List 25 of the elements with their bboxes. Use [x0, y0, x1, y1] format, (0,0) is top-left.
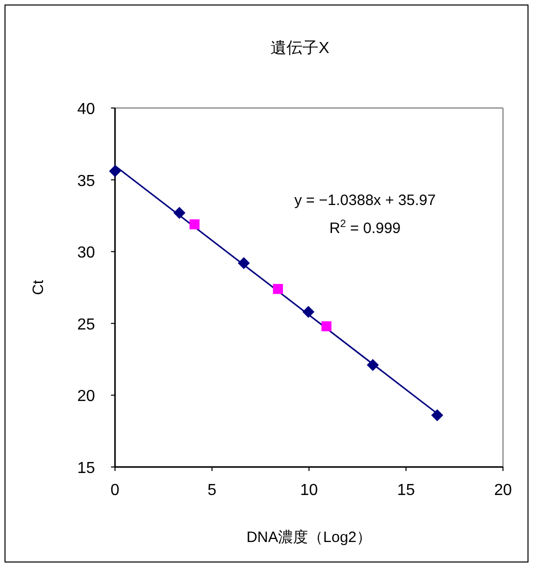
point — [431, 409, 444, 422]
annotation: y = −1.0388x + 35.97 — [294, 192, 436, 209]
point — [272, 284, 283, 294]
point — [321, 321, 332, 332]
x-tick-label: 15 — [397, 482, 415, 499]
x-tick-label: 20 — [494, 482, 512, 499]
x-tick-label: 5 — [208, 482, 217, 499]
y-tick-label: 20 — [77, 388, 96, 406]
y-tick-label: 15 — [77, 460, 96, 477]
x-tick-label: 10 — [300, 482, 318, 499]
x-axis-title: DNA濃度（Log2） — [246, 529, 372, 546]
point — [238, 257, 250, 270]
point — [109, 165, 121, 178]
chart-title: 遺伝子X — [270, 40, 330, 57]
point — [366, 359, 379, 372]
y-tick-label: 35 — [77, 172, 96, 190]
y-axis-title: Ct — [30, 279, 47, 295]
point — [302, 306, 314, 318]
y-tick-label: 40 — [77, 101, 96, 118]
point — [190, 219, 200, 230]
y-tick-label: 30 — [77, 244, 96, 262]
point — [173, 206, 186, 219]
annotation: R$^{2}$ = 0.999 — [329, 218, 401, 237]
y-tick-label: 25 — [77, 316, 96, 334]
x-tick-label: 0 — [110, 482, 120, 499]
